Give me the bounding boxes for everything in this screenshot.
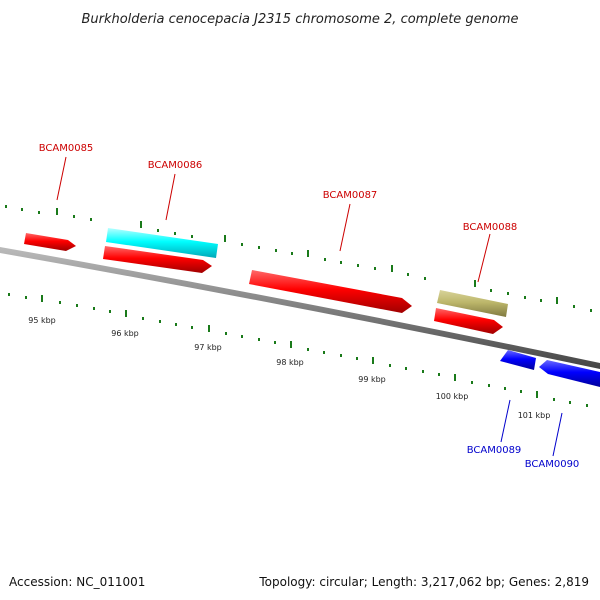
gene-label-bcam0089[interactable]: BCAM0089 <box>467 445 522 456</box>
genome-backbone <box>0 247 600 369</box>
gene-arrow-bcam0088[interactable] <box>434 308 503 334</box>
leader-line-bcam0088 <box>477 233 491 283</box>
leader-line-bcam0085 <box>56 156 67 201</box>
scale-label: 96 kbp <box>111 329 139 338</box>
gene-arrow-bcam0090[interactable] <box>539 360 600 387</box>
leader-line-bcam0087 <box>339 203 351 252</box>
scale-label: 101 kbp <box>518 411 551 420</box>
scale-label: 98 kbp <box>276 358 304 367</box>
genome-summary-text: Topology: circular; Length: 3,217,062 bp… <box>258 575 589 589</box>
gene-label-bcam0085[interactable]: BCAM0085 <box>39 143 94 154</box>
leader-line-bcam0086 <box>165 173 176 221</box>
gene-bar-bcam0086-highlight[interactable] <box>106 228 218 258</box>
scale-label: 100 kbp <box>436 392 469 401</box>
gene-arrow-bcam0085[interactable] <box>24 233 76 251</box>
upper-tick-row <box>5 205 592 312</box>
scale-label: 95 kbp <box>28 316 56 325</box>
accession-text: Accession: NC_011001 <box>9 575 145 589</box>
reverse-genes <box>500 350 600 387</box>
gene-label-bcam0088[interactable]: BCAM0088 <box>463 222 518 233</box>
gene-arrow-bcam0086[interactable] <box>103 246 212 273</box>
scale-label: 97 kbp <box>194 343 222 352</box>
gene-label-bcam0087[interactable]: BCAM0087 <box>323 190 378 201</box>
forward-genes <box>24 228 508 334</box>
scale-label: 99 kbp <box>358 375 386 384</box>
gene-bar-bcam0088-feature[interactable] <box>437 290 508 317</box>
gene-label-bcam0086[interactable]: BCAM0086 <box>148 160 203 171</box>
leader-line-bcam0090 <box>552 412 563 457</box>
lower-tick-row <box>8 293 588 407</box>
leader-line-bcam0089 <box>500 399 511 443</box>
gene-arrow-bcam0087[interactable] <box>249 270 412 313</box>
gene-label-bcam0090[interactable]: BCAM0090 <box>525 459 580 470</box>
scale-labels: 95 kbp 96 kbp 97 kbp 98 kbp 99 kbp 100 k… <box>28 316 550 420</box>
gene-labels: BCAM0085 BCAM0086 BCAM0087 BCAM0088 BCAM… <box>39 143 580 470</box>
map-title: Burkholderia cenocepacia J2315 chromosom… <box>81 12 518 27</box>
gene-arrow-bcam0089[interactable] <box>500 350 536 370</box>
